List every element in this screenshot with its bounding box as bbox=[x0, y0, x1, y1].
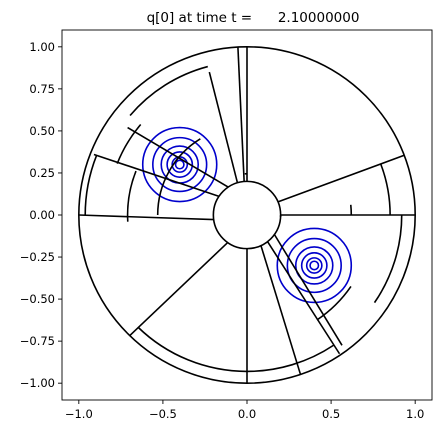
patch-arc-8 bbox=[316, 285, 352, 321]
y-tick-label: −0.25 bbox=[20, 250, 55, 264]
x-tick-label: 1.0 bbox=[406, 407, 424, 421]
contour-ring-0-0 bbox=[141, 126, 218, 203]
chart-title: q[0] at time t = 2.10000000 bbox=[147, 10, 360, 26]
patch-arc-9 bbox=[246, 344, 335, 373]
y-tick-label: 1.00 bbox=[29, 40, 55, 54]
patch-arc-2 bbox=[126, 170, 137, 222]
patch-arc-4 bbox=[129, 65, 208, 116]
patch-arc-7 bbox=[373, 214, 403, 304]
patch-arc-1 bbox=[116, 124, 142, 164]
patch-edge-0 bbox=[78, 214, 214, 221]
y-axis: 1.00 0.75 0.50 0.25 0.00 −0.25 −0.50 −0.75 −1.00 bbox=[20, 40, 62, 390]
contour-ring-1-2 bbox=[294, 246, 334, 285]
contour-ring-0-3 bbox=[166, 151, 194, 178]
x-tick-label: −0.5 bbox=[149, 407, 177, 421]
patch-edge-6 bbox=[277, 154, 405, 203]
contour-ring-1-3 bbox=[300, 252, 328, 279]
patch-edge-10 bbox=[266, 241, 341, 355]
x-tick-label: 0.5 bbox=[322, 407, 340, 421]
patch-edge-1 bbox=[93, 153, 220, 198]
y-tick-label: −1.00 bbox=[20, 376, 55, 390]
patch-arc-10 bbox=[137, 326, 248, 373]
patch-arc-3 bbox=[156, 138, 201, 216]
x-tick-label: −1.0 bbox=[65, 407, 93, 421]
patch-edge-4 bbox=[237, 47, 245, 182]
patch-edge-11 bbox=[260, 245, 302, 375]
plot-area bbox=[78, 46, 416, 384]
patch-edge-3 bbox=[208, 71, 239, 183]
contour-ring-1-5 bbox=[309, 260, 320, 271]
contour-ring-1-4 bbox=[305, 257, 323, 274]
contour-ring-0-1 bbox=[152, 136, 208, 193]
y-tick-label: −0.75 bbox=[20, 334, 55, 348]
y-tick-label: 0.75 bbox=[29, 82, 55, 96]
y-tick-label: −0.50 bbox=[20, 292, 55, 306]
contour-ring-0-5 bbox=[174, 159, 185, 170]
x-axis: −1.0 −0.5 0.0 0.5 1.0 bbox=[65, 400, 424, 421]
inner-boundary bbox=[212, 180, 282, 250]
y-tick-label: 0.00 bbox=[29, 208, 55, 222]
contour-ring-1-1 bbox=[286, 237, 342, 294]
contour-ring-1-0 bbox=[276, 227, 353, 304]
y-tick-label: 0.25 bbox=[29, 166, 55, 180]
patch-arc-0 bbox=[84, 155, 98, 216]
patch-edge-12 bbox=[273, 234, 343, 346]
patch-arc-6 bbox=[380, 163, 391, 216]
y-tick-label: 0.50 bbox=[29, 124, 55, 138]
x-tick-label: 0.0 bbox=[238, 407, 256, 421]
patch-edge-9 bbox=[128, 242, 229, 337]
